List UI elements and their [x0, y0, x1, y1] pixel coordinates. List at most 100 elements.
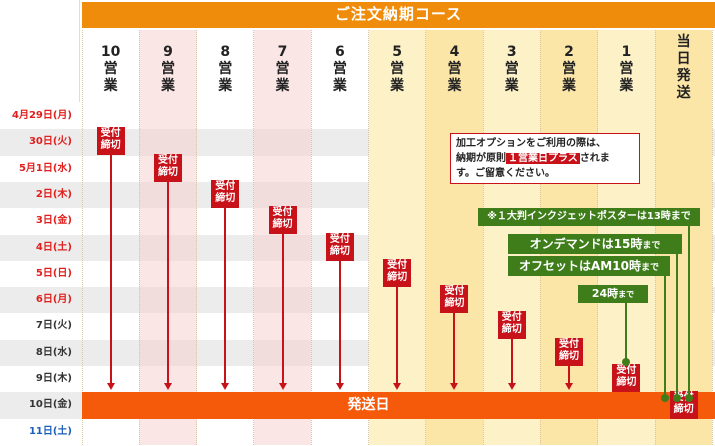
deadline-arrow-head — [163, 383, 172, 391]
row-date-label: 9日(木) — [35, 373, 72, 384]
24h-cutoff-pill: 24時まで — [578, 285, 648, 303]
column-divider — [711, 30, 713, 445]
deadline-arrow-line — [510, 337, 513, 385]
deadline-stamp: 受付 締切 — [383, 258, 412, 287]
deadline-stamp-text: 締切 — [329, 245, 350, 257]
row-date-label: 3日(金) — [35, 215, 72, 227]
pill-suffix: まで — [618, 290, 635, 299]
column-header-number: 4 — [449, 44, 460, 60]
column-header-number: 9 — [163, 44, 173, 60]
note-text: されま — [579, 153, 610, 165]
deadline-arrow-line — [568, 363, 571, 385]
deadline-stamp-text: 締切 — [100, 140, 121, 152]
row-date-label: 4月29日(月) — [11, 110, 72, 121]
deadline-arrow-line — [281, 232, 284, 385]
deadline-stamp: 受付 締切 — [96, 127, 125, 156]
note-line: す。ご留意ください。 — [456, 168, 555, 180]
column-header-unit-char: 業 — [562, 78, 577, 94]
column-divider — [482, 30, 484, 445]
deadline-stamp-same-day: 受付 締切 — [669, 391, 698, 420]
column-divider — [81, 30, 83, 445]
column-header-number: 7 — [277, 44, 288, 60]
deadline-stamp-text: 受付 — [215, 180, 236, 192]
row-date-label: 10日(金) — [28, 399, 72, 411]
deadline-arrow-head — [106, 383, 115, 391]
deadline-stamp: 受付 締切 — [440, 285, 469, 314]
cutoff-dot — [661, 394, 669, 403]
deadline-stamp-text: 受付 — [387, 259, 408, 271]
deadline-arrow-line — [396, 284, 399, 385]
course-header-title: ご注文納期コース — [82, 2, 715, 28]
deadline-arrow-head — [278, 383, 287, 391]
deadline-stamp-text: 受付 — [501, 312, 522, 324]
corner-cell — [0, 0, 80, 102]
note-line: 加工オプションをご利用の際は、 — [456, 138, 606, 150]
deadline-stamp-text: 受付 — [157, 154, 178, 166]
deadline-stamp-text: 締切 — [387, 271, 408, 283]
column-header-number: 10 — [100, 44, 121, 60]
column-header-number: 1 — [621, 44, 632, 60]
deadline-arrow-line — [166, 179, 169, 385]
deadline-stamp-text: 締切 — [157, 166, 178, 178]
deadline-stamp-text: 締切 — [559, 350, 580, 362]
column-header-unit-char: 営 — [447, 61, 462, 77]
deadline-stamp-text: 締切 — [673, 404, 694, 416]
column-header-unit-char: 業 — [275, 78, 290, 94]
column-divider — [196, 30, 198, 445]
cutoff-dot — [622, 358, 631, 366]
column-header-unit-char: 業 — [504, 78, 519, 94]
column-header-unit-char: 営 — [390, 61, 405, 77]
note-highlight: １営業日プラス — [506, 153, 580, 165]
column-header-unit-char: 業 — [332, 78, 347, 94]
column-header-unit-char: 営 — [562, 61, 577, 77]
deadline-stamp: 受付 締切 — [211, 179, 240, 208]
row-date-label: 2日(木) — [35, 188, 72, 200]
deadline-stamp-text: 受付 — [559, 338, 580, 350]
pill-text: 24時 — [591, 287, 619, 300]
ship-date-bar: 発送日 — [82, 392, 655, 419]
column-header-unit-char: 営 — [332, 61, 347, 77]
column-header-number: 6 — [334, 44, 345, 60]
deadline-stamp-text: 受付 — [100, 128, 121, 140]
deadline-arrow-line — [109, 153, 112, 385]
cutoff-line — [664, 268, 666, 399]
column-header-unit-char: 営 — [160, 61, 175, 77]
column-header-unit-char: 業 — [619, 78, 634, 94]
row-date-label: 30日(火) — [28, 136, 72, 148]
column-header-unit-char: 業 — [218, 78, 233, 94]
pill-text: ※１大判インクジェットポスターは13時まで — [487, 211, 691, 222]
deadline-stamp-text: 締切 — [215, 192, 236, 204]
large-format-cutoff-pill: ※１大判インクジェットポスターは13時まで — [478, 208, 700, 226]
deadline-stamp-text: 締切 — [272, 219, 293, 231]
row-date-label: 5日(日) — [35, 267, 72, 279]
deadline-stamp-text: 受付 — [329, 233, 350, 245]
deadline-stamp-text: 受付 — [272, 207, 293, 219]
column-header-same-day-char: 発 — [676, 68, 691, 84]
column-header-same-day-char: 送 — [676, 85, 691, 101]
column-divider — [368, 30, 369, 445]
row-date-label: 4日(土) — [35, 241, 72, 253]
deadline-arrow-head — [393, 383, 402, 391]
deadline-stamp-text: 受付 — [616, 365, 637, 376]
cutoff-line — [625, 300, 628, 362]
pill-suffix: まで — [642, 241, 661, 251]
cutoff-line — [676, 246, 678, 399]
deadline-arrow-line — [453, 311, 456, 385]
column-header-same-day-char: 当 — [676, 34, 691, 50]
column-header-unit-char: 営 — [103, 61, 118, 77]
deadline-stamp-text: 受付 — [673, 392, 694, 404]
column-header-unit-char: 営 — [504, 61, 519, 77]
deadline-stamp: 受付 締切 — [153, 153, 182, 182]
pill-text: オフセットはAM10時 — [519, 259, 641, 273]
deadline-arrow-line — [338, 258, 341, 385]
column-header-same-day-char: 日 — [676, 51, 691, 67]
column-header-10-days: 10 営業 — [82, 44, 139, 95]
processing-option-note: 加工オプションをご利用の際は、 納期が原則 １営業日プラス されま す。ご留意ください。 — [450, 133, 640, 185]
